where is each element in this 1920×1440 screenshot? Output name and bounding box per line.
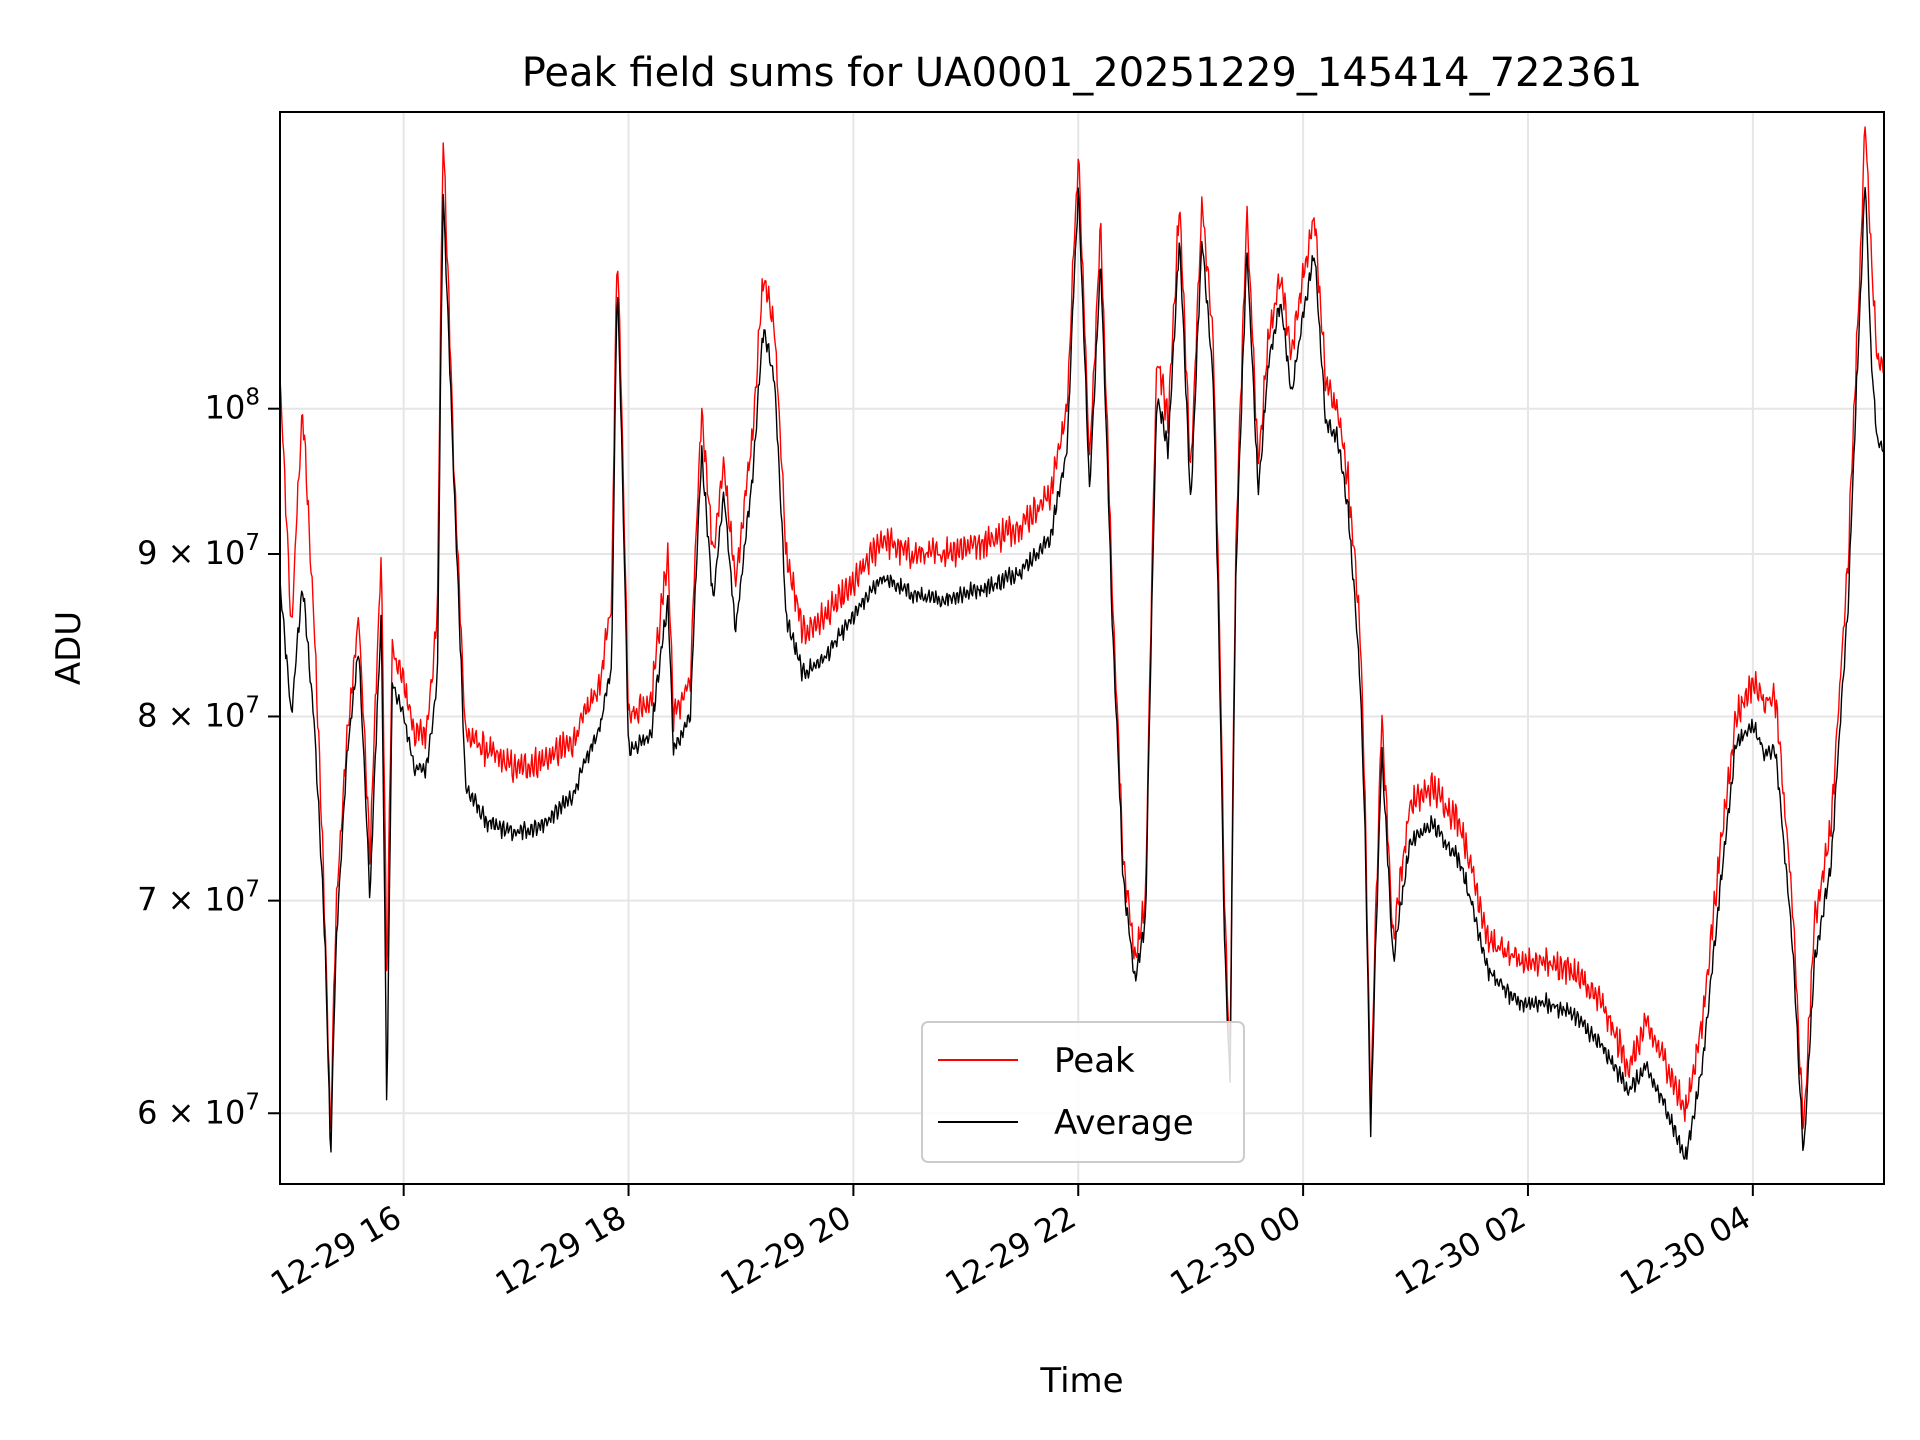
series-line-peak [279,126,1885,1130]
y-tick-label: 8 × 107 [137,692,260,734]
series-line-average [279,186,1885,1160]
legend-average-label: Average [1054,1103,1194,1143]
y-tick-label: 108 [205,385,260,427]
legend-peak-label: Peak [1054,1041,1135,1081]
x-axis-label: Time [1039,1361,1123,1401]
chart-title: Peak field sums for UA0001_20251229_1454… [522,50,1643,96]
y-tick-label: 7 × 107 [137,877,260,919]
y-tick-label: 9 × 107 [137,530,260,572]
plot-frame [279,111,1885,1185]
y-axis-label: ADU [49,611,89,685]
plot-area [279,126,1885,1160]
grid [280,112,1884,1184]
y-axis: 6 × 107 7 × 107 8 × 107 9 × 107 108 [137,385,280,1131]
legend-box [921,1021,1245,1163]
legend: Peak Average [921,1021,1245,1163]
y-tick-label: 6 × 107 [137,1089,260,1131]
